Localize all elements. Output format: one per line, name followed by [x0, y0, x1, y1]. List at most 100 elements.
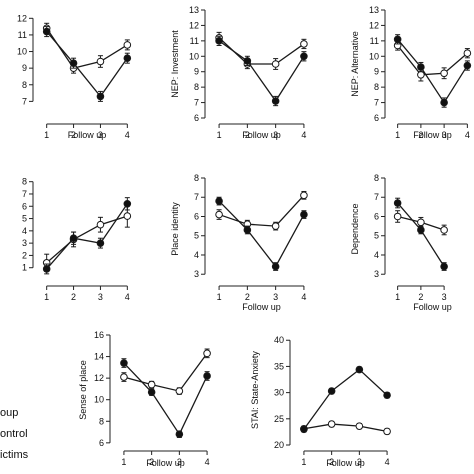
legend-title: oup [0, 407, 18, 419]
data-point-victims [203, 372, 211, 380]
x-tick-label: 4 [125, 292, 130, 302]
data-point-control [440, 69, 448, 78]
x-tick-label: 1 [301, 457, 306, 467]
y-axis-title: Dependence [350, 203, 360, 254]
data-point-victims [355, 365, 364, 374]
legend: oup ontrol ictims [0, 407, 29, 461]
data-point-control [147, 380, 156, 389]
y-tick-label: 10 [369, 51, 379, 61]
x-tick-label: 1 [217, 130, 222, 140]
data-point-victims [147, 388, 156, 396]
series-line-control [218, 37, 305, 65]
x-tick-label: 2 [149, 457, 154, 467]
y-tick-label: 35 [274, 361, 284, 371]
y-tick-label: 3 [22, 238, 27, 248]
x-tick-label: 1 [217, 292, 222, 302]
legend-item-control: ontrol [0, 428, 28, 440]
y-tick-label: 4 [22, 226, 27, 236]
y-tick-label: 40 [274, 335, 284, 345]
data-point-victims [300, 425, 308, 434]
y-tick-label: 25 [274, 414, 284, 424]
series-line-control [397, 45, 468, 76]
series-line-control [46, 27, 128, 69]
data-point-victims [463, 61, 472, 70]
panel-stai-state-anxiety-chart: 20 25 30 35 40 1 2 3 4 Follow up STAI: State-Anxie… [250, 335, 391, 468]
y-tick-label: 2 [22, 250, 27, 260]
data-point-victims [69, 234, 78, 243]
y-tick-label: 1 [22, 263, 27, 273]
data-point-victims [120, 359, 128, 367]
data-point-control [463, 49, 472, 58]
y-tick-label: 7 [374, 98, 379, 108]
data-point-control [120, 373, 128, 381]
data-point-control [96, 220, 105, 229]
series-line-victims [46, 203, 128, 270]
x-tick-label: 3 [98, 130, 103, 140]
x-tick-label: 1 [395, 130, 400, 140]
series-line-control [46, 215, 128, 264]
x-tick-label: 4 [205, 457, 210, 467]
panel-mid-left-chart: 1 2 3 4 5 6 7 8 1 2 3 4 [22, 177, 132, 302]
y-tick-label: 9 [374, 67, 379, 77]
data-point-control [300, 40, 308, 48]
data-point-victims [96, 239, 105, 247]
y-tick-label: 6 [194, 211, 199, 221]
x-tick-label: 1 [44, 130, 49, 140]
panel-place-identity-chart: 3 4 5 6 7 8 1 2 3 4 Follow up Place identity [170, 173, 308, 312]
x-axis-title: Follow up [68, 130, 107, 140]
y-tick-label: 3 [194, 269, 199, 279]
y-tick-label: 10 [94, 395, 104, 405]
data-point-victims [417, 226, 425, 234]
x-tick-label: 3 [273, 292, 278, 302]
data-point-control [96, 57, 105, 66]
data-point-victims [440, 262, 448, 271]
y-tick-label: 8 [22, 80, 27, 90]
x-tick-label: 4 [301, 292, 306, 302]
data-point-control [355, 422, 364, 430]
y-tick-label: 8 [99, 416, 104, 426]
data-point-control [123, 41, 132, 49]
legend-item-victims: ictims [0, 449, 29, 461]
y-tick-label: 8 [374, 173, 379, 183]
x-tick-label: 4 [465, 130, 470, 140]
y-tick-label: 30 [274, 388, 284, 398]
y-tick-label: 12 [94, 373, 104, 383]
data-point-victims [383, 391, 391, 400]
y-tick-label: 10 [189, 51, 199, 61]
x-axis-title: Follow up [242, 130, 281, 140]
y-axis-title: NEP: Alternative [350, 31, 360, 97]
y-tick-label: 7 [194, 98, 199, 108]
y-tick-label: 13 [369, 5, 379, 15]
y-tick-label: 9 [194, 67, 199, 77]
y-tick-label: 4 [194, 250, 199, 260]
data-point-victims [42, 265, 51, 273]
data-point-control [327, 420, 336, 428]
x-tick-label: 2 [71, 292, 76, 302]
x-axis-title: Follow up [413, 302, 452, 312]
x-tick-label: 2 [245, 292, 250, 302]
data-point-victims [300, 52, 308, 61]
data-point-victims [440, 98, 448, 107]
y-tick-label: 7 [374, 192, 379, 202]
x-axis-title: Follow up [413, 130, 452, 140]
y-tick-label: 5 [374, 231, 379, 241]
data-point-control [203, 349, 211, 358]
y-tick-label: 6 [374, 113, 379, 123]
y-tick-label: 7 [194, 192, 199, 202]
series-line-victims [123, 362, 208, 436]
x-tick-label: 1 [121, 457, 126, 467]
y-tick-label: 8 [22, 177, 27, 187]
data-point-victims [243, 226, 252, 234]
x-tick-label: 3 [357, 457, 362, 467]
data-point-victims [300, 210, 308, 219]
y-tick-label: 8 [194, 82, 199, 92]
data-point-control [271, 222, 280, 230]
x-tick-label: 4 [125, 130, 130, 140]
y-tick-label: 11 [190, 36, 199, 46]
series-line-victims [46, 31, 128, 98]
series-line-victims [218, 200, 305, 268]
x-tick-label: 4 [301, 130, 306, 140]
y-axis-title: Sense of place [78, 360, 88, 420]
